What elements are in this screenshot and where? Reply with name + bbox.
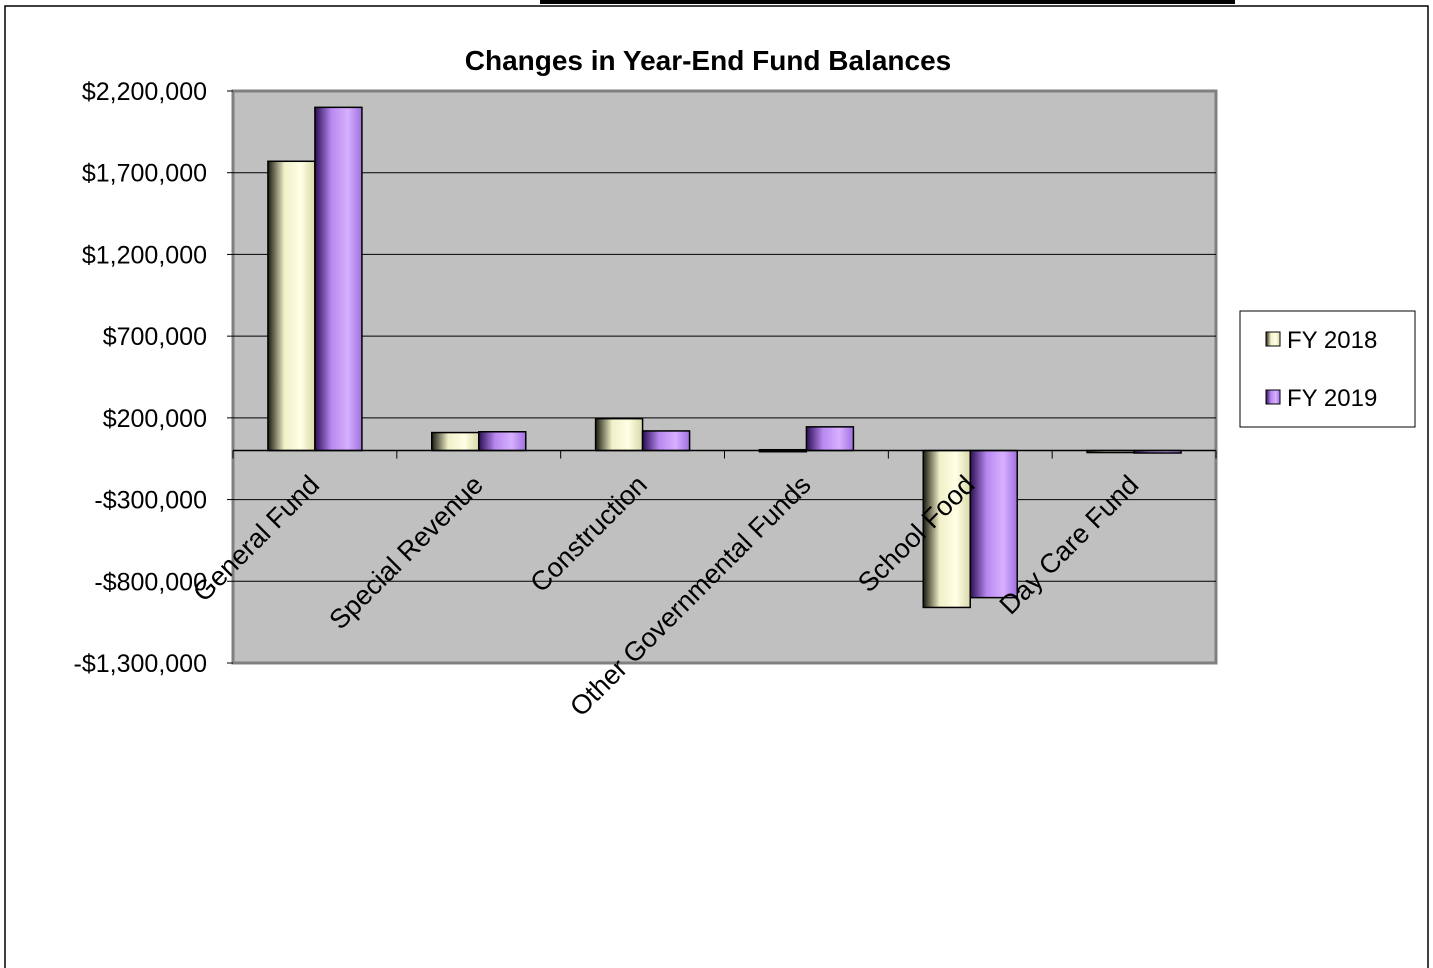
y-tick-label: -$800,000 [94,568,207,596]
bar-fy-2019 [969,449,1018,599]
y-tick-label: $1,200,000 [82,241,207,269]
chart-title: Changes in Year-End Fund Balances [465,45,952,76]
legend-swatch-fy-2018 [1265,331,1281,347]
bar-fy-2019 [478,430,527,452]
bar-fy-2018 [431,431,480,452]
y-tick-label: $1,700,000 [82,160,207,188]
gridlines [227,90,1216,664]
y-tick-label: $2,200,000 [82,78,207,106]
y-axis-labels: $2,200,000 $1,700,000 $1,200,000 $700,000 $2… [74,78,207,678]
legend-label-fy-2019: FY 2019 [1287,385,1377,412]
bar-fy-2018 [267,160,316,452]
y-tick-label: -$1,300,000 [74,650,207,678]
bar-fy-2019 [805,426,855,452]
bar-fy-2019 [641,430,691,452]
y-tick-label: -$300,000 [94,487,207,515]
y-tick-label: $200,000 [103,405,207,433]
y-tick-label: $700,000 [103,323,207,351]
x-axis [232,449,1217,459]
bar-fy-2019 [314,106,363,452]
plot-area [231,89,1218,665]
bar-fy-2018 [594,417,644,452]
legend-label-fy-2018: FY 2018 [1287,327,1377,354]
legend-swatch-fy-2019 [1265,389,1281,405]
top-bar [540,0,1235,4]
bars [267,106,1182,609]
legend: FY 2018 FY 2019 [1239,310,1416,428]
legend-box [1239,310,1416,428]
